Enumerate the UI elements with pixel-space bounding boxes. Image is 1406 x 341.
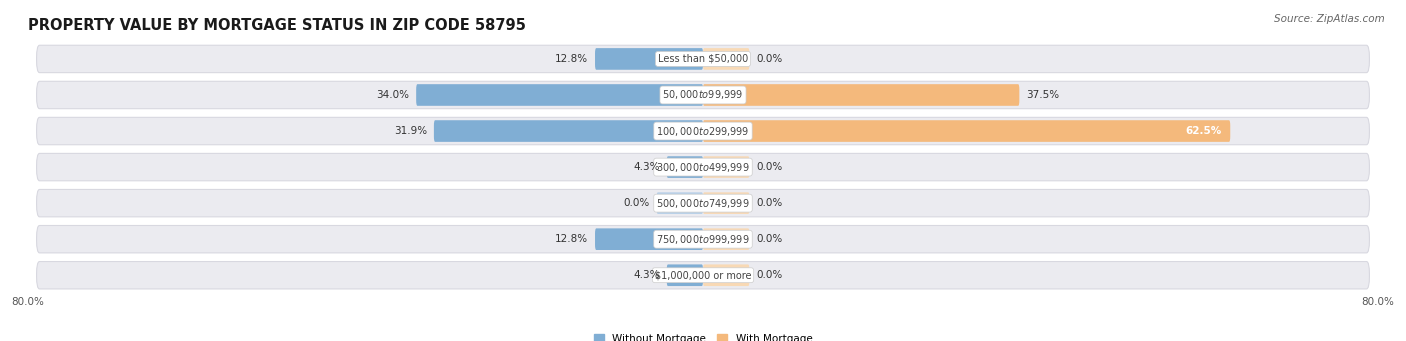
FancyBboxPatch shape xyxy=(595,228,703,250)
FancyBboxPatch shape xyxy=(703,156,749,178)
FancyBboxPatch shape xyxy=(657,192,703,214)
Text: $300,000 to $499,999: $300,000 to $499,999 xyxy=(657,161,749,174)
FancyBboxPatch shape xyxy=(37,262,1369,289)
Text: Source: ZipAtlas.com: Source: ZipAtlas.com xyxy=(1274,14,1385,24)
FancyBboxPatch shape xyxy=(37,153,1369,181)
Text: 0.0%: 0.0% xyxy=(756,234,782,244)
FancyBboxPatch shape xyxy=(666,264,703,286)
FancyBboxPatch shape xyxy=(37,190,1369,217)
Text: 4.3%: 4.3% xyxy=(634,162,659,172)
FancyBboxPatch shape xyxy=(37,225,1369,253)
Text: $100,000 to $299,999: $100,000 to $299,999 xyxy=(657,124,749,137)
Text: 0.0%: 0.0% xyxy=(756,270,782,280)
Text: Less than $50,000: Less than $50,000 xyxy=(658,54,748,64)
Text: 4.3%: 4.3% xyxy=(634,270,659,280)
Legend: Without Mortgage, With Mortgage: Without Mortgage, With Mortgage xyxy=(593,333,813,341)
FancyBboxPatch shape xyxy=(703,48,749,70)
Text: $500,000 to $749,999: $500,000 to $749,999 xyxy=(657,197,749,210)
Text: $750,000 to $999,999: $750,000 to $999,999 xyxy=(657,233,749,246)
FancyBboxPatch shape xyxy=(416,84,703,106)
Text: 12.8%: 12.8% xyxy=(555,54,588,64)
FancyBboxPatch shape xyxy=(703,84,1019,106)
Text: 0.0%: 0.0% xyxy=(756,198,782,208)
FancyBboxPatch shape xyxy=(703,228,749,250)
FancyBboxPatch shape xyxy=(703,264,749,286)
FancyBboxPatch shape xyxy=(37,81,1369,109)
FancyBboxPatch shape xyxy=(703,120,1230,142)
Text: 62.5%: 62.5% xyxy=(1185,126,1222,136)
Text: $1,000,000 or more: $1,000,000 or more xyxy=(655,270,751,280)
FancyBboxPatch shape xyxy=(595,48,703,70)
Text: 0.0%: 0.0% xyxy=(756,54,782,64)
FancyBboxPatch shape xyxy=(37,45,1369,73)
FancyBboxPatch shape xyxy=(37,117,1369,145)
Text: PROPERTY VALUE BY MORTGAGE STATUS IN ZIP CODE 58795: PROPERTY VALUE BY MORTGAGE STATUS IN ZIP… xyxy=(28,18,526,33)
Text: 37.5%: 37.5% xyxy=(1026,90,1059,100)
FancyBboxPatch shape xyxy=(703,192,749,214)
Text: 0.0%: 0.0% xyxy=(756,162,782,172)
Text: $50,000 to $99,999: $50,000 to $99,999 xyxy=(662,89,744,102)
FancyBboxPatch shape xyxy=(666,156,703,178)
Text: 0.0%: 0.0% xyxy=(624,198,650,208)
Text: 31.9%: 31.9% xyxy=(394,126,427,136)
FancyBboxPatch shape xyxy=(434,120,703,142)
Text: 34.0%: 34.0% xyxy=(377,90,409,100)
Text: 12.8%: 12.8% xyxy=(555,234,588,244)
